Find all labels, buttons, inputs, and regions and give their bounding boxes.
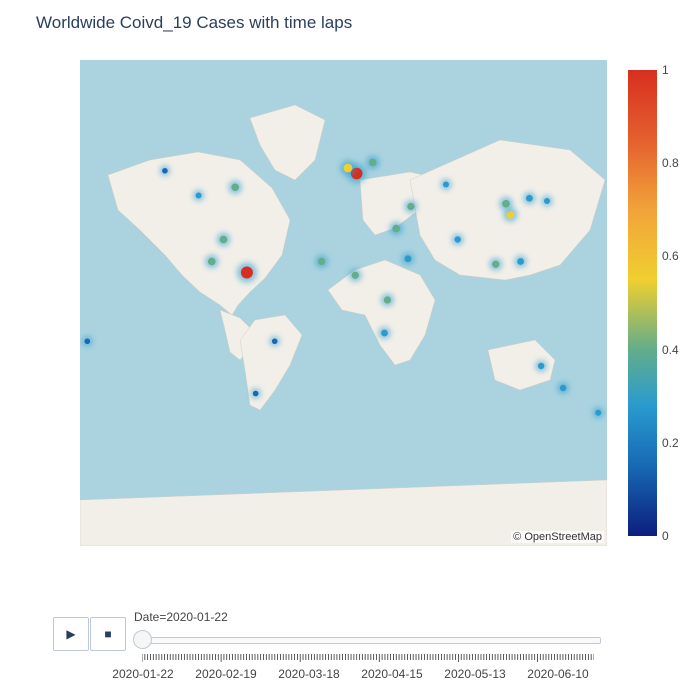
heat-point [492, 260, 500, 268]
heat-point [219, 235, 228, 244]
heat-point [383, 296, 392, 304]
heat-point [368, 158, 377, 167]
heat-point [526, 194, 533, 202]
slider-tick-label: 2020-01-22 [112, 667, 174, 681]
map-attribution[interactable]: © OpenStreetMap [511, 531, 604, 543]
colorbar-tick: 0.6 [662, 249, 679, 263]
colorbar-tick: 0.4 [662, 343, 679, 357]
heat-point [317, 257, 326, 266]
slider-tick-label: 2020-05-13 [444, 667, 506, 681]
heat-point [517, 258, 525, 265]
heat-point [84, 338, 91, 345]
heat-point [271, 338, 278, 345]
heat-point [343, 163, 353, 173]
heat-point [381, 329, 388, 337]
heat-point [240, 266, 253, 279]
colorbar-tick: 1 [662, 63, 669, 77]
heat-point [252, 390, 259, 397]
play-icon: ▶ [66, 627, 76, 641]
slider-current-value: Date=2020-01-22 [134, 610, 228, 624]
heatmap-layer [82, 155, 604, 419]
heat-point [559, 384, 567, 392]
page-title: Worldwide Coivd_19 Cases with time laps [36, 13, 353, 32]
heat-point [454, 236, 461, 243]
colorbar-tick: 0.2 [662, 436, 679, 450]
heat-point [392, 224, 401, 233]
heat-point [442, 181, 449, 188]
heat-point [404, 255, 412, 263]
slider-handle[interactable] [133, 630, 152, 649]
colorbar-tick: 0 [662, 529, 669, 543]
heat-point [407, 202, 415, 211]
heat-point [543, 198, 550, 204]
stop-icon: ■ [104, 627, 112, 641]
heat-point [595, 409, 602, 416]
slider-rail[interactable] [138, 637, 601, 644]
heat-point [351, 271, 359, 279]
heat-point [207, 257, 216, 266]
slider-tick-label: 2020-02-19 [195, 667, 257, 681]
slider-tick-label: 2020-06-10 [527, 667, 589, 681]
colorbar-tick: 0.8 [662, 156, 679, 170]
heat-point [195, 192, 202, 199]
heat-point [506, 210, 515, 219]
heat-point [502, 199, 510, 208]
slider-tick-label: 2020-03-18 [278, 667, 340, 681]
slider-tick-label: 2020-04-15 [361, 667, 423, 681]
heat-point [231, 183, 239, 192]
heat-point [537, 362, 545, 370]
map-canvas[interactable]: © OpenStreetMap [80, 60, 607, 546]
play-button[interactable]: ▶ [53, 617, 89, 651]
colorbar [628, 70, 657, 536]
heat-point [162, 167, 168, 174]
stop-button[interactable]: ■ [90, 617, 126, 651]
slider-ticks [142, 654, 594, 662]
